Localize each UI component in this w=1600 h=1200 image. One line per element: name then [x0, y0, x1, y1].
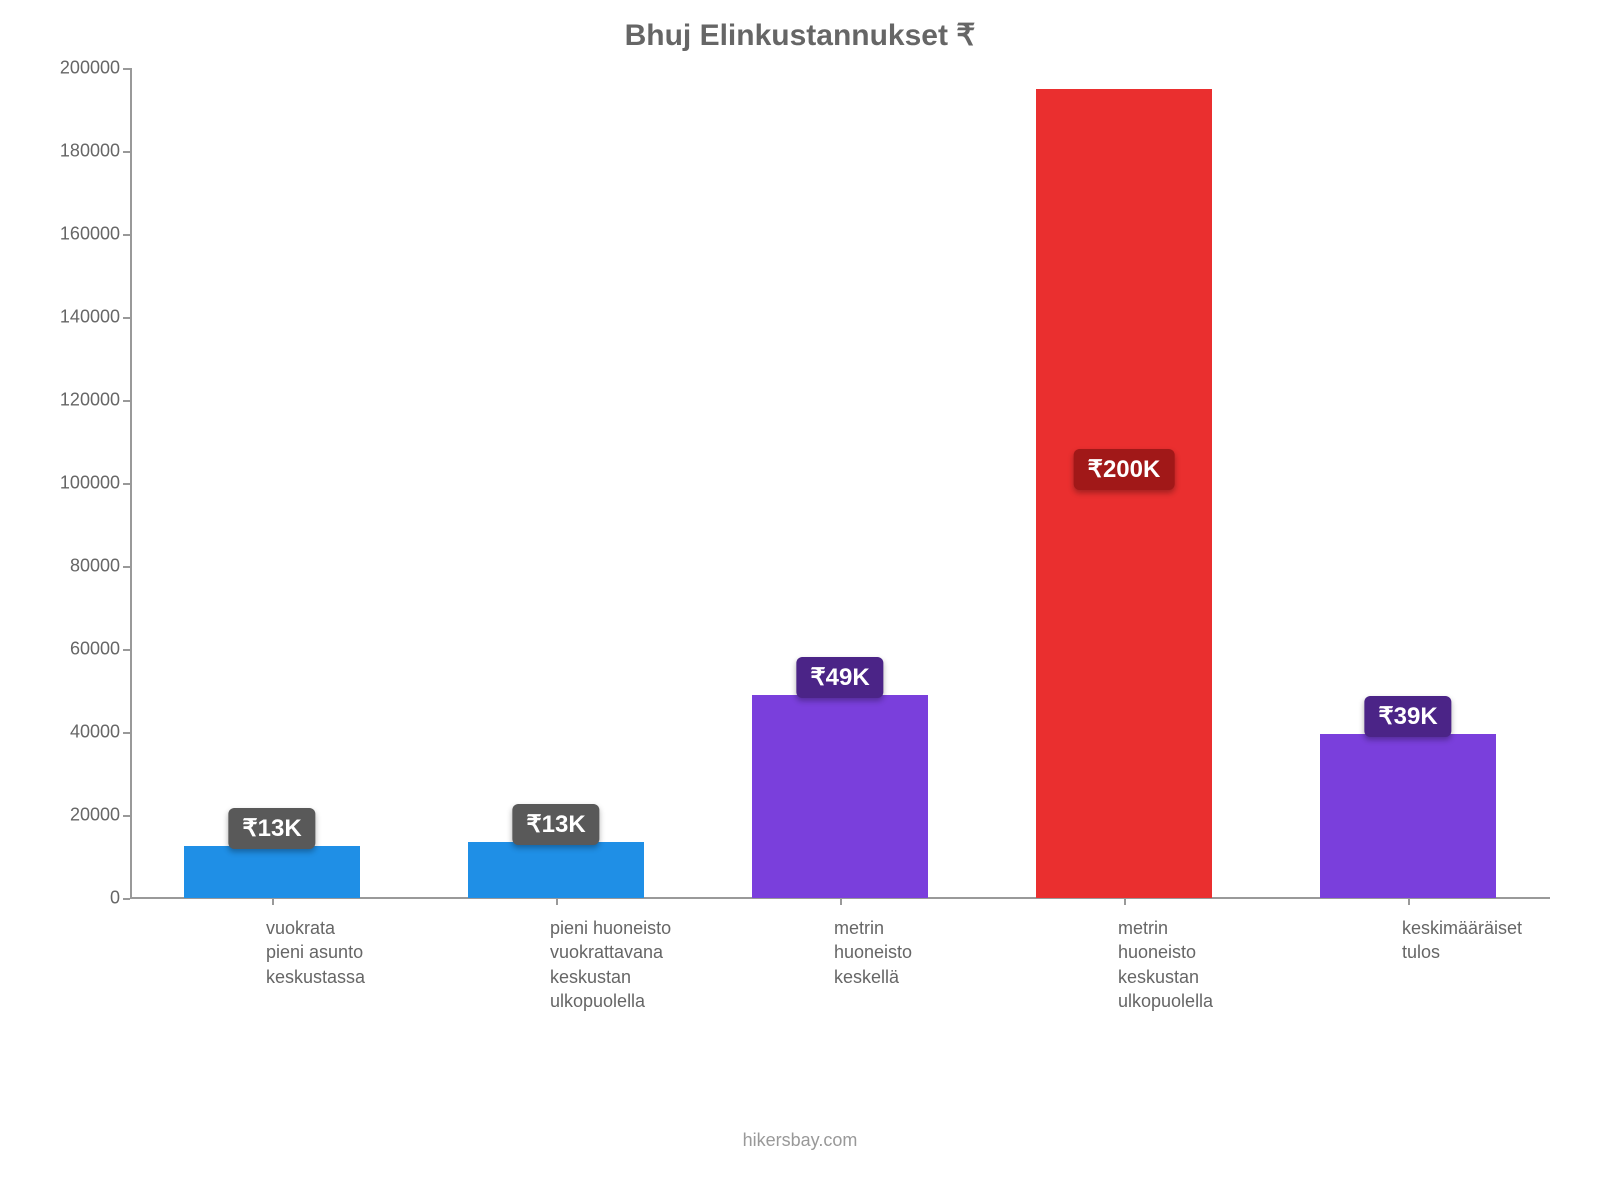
- x-tick-label: pieni huoneistovuokrattavanakeskustanulk…: [550, 916, 820, 1013]
- x-tick-mark: [1124, 898, 1126, 905]
- chart-container: Bhuj Elinkustannukset ₹ 0200004000060000…: [0, 0, 1600, 1200]
- y-tick-label: 200000: [60, 58, 130, 79]
- x-tick-mark: [556, 898, 558, 905]
- value-badge: ₹13K: [228, 808, 315, 849]
- y-tick-label: 40000: [70, 722, 130, 743]
- y-tick-label: 180000: [60, 141, 130, 162]
- y-tick-label: 100000: [60, 473, 130, 494]
- bar: [468, 842, 644, 898]
- value-badge: ₹39K: [1364, 696, 1451, 737]
- y-axis-line: [130, 68, 132, 898]
- bar: [1036, 89, 1212, 898]
- x-tick-label: vuokratapieni asuntokeskustassa: [266, 916, 536, 989]
- x-tick-label: metrinhuoneistokeskellä: [834, 916, 1104, 989]
- y-tick-label: 160000: [60, 224, 130, 245]
- y-tick-label: 0: [110, 888, 130, 909]
- x-tick-mark: [840, 898, 842, 905]
- x-tick-label: keskimääräisettulos: [1402, 916, 1600, 965]
- y-tick-label: 80000: [70, 556, 130, 577]
- y-tick-label: 140000: [60, 307, 130, 328]
- bar: [752, 695, 928, 898]
- x-tick-mark: [272, 898, 274, 905]
- bar: [1320, 734, 1496, 898]
- bar: [184, 846, 360, 898]
- chart-title: Bhuj Elinkustannukset ₹: [0, 18, 1600, 53]
- y-tick-label: 20000: [70, 805, 130, 826]
- x-tick-mark: [1408, 898, 1410, 905]
- x-tick-label: metrinhuoneistokeskustanulkopuolella: [1118, 916, 1388, 1013]
- chart-footer: hikersbay.com: [0, 1130, 1600, 1151]
- plot-area: 0200004000060000800001000001200001400001…: [130, 68, 1550, 898]
- y-tick-label: 60000: [70, 639, 130, 660]
- y-tick-label: 120000: [60, 390, 130, 411]
- value-badge: ₹200K: [1074, 449, 1175, 490]
- value-badge: ₹49K: [796, 657, 883, 698]
- value-badge: ₹13K: [512, 804, 599, 845]
